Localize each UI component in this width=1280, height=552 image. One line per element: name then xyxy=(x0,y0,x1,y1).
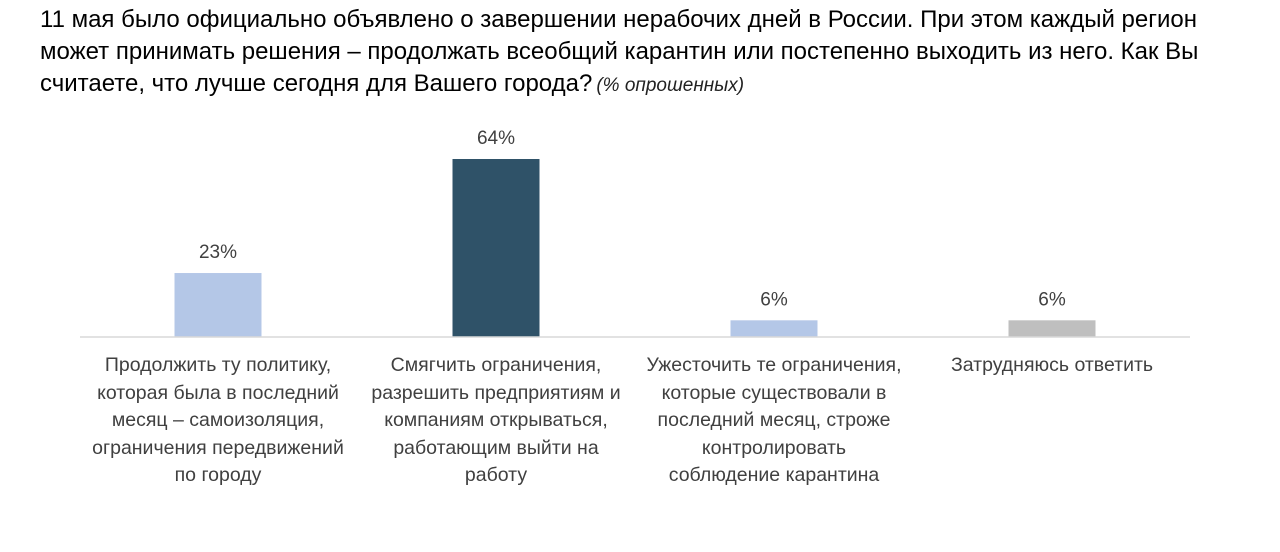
bar-2 xyxy=(452,159,540,337)
chart-title-text: 11 мая было официально объявлено о завер… xyxy=(40,6,1199,97)
category-label-4: Затрудняюсь ответить xyxy=(950,354,1154,376)
data-label-2: 64% xyxy=(477,128,515,149)
data-label-4: 6% xyxy=(1038,289,1066,310)
data-label-1: 23% xyxy=(199,242,237,263)
bar-3 xyxy=(730,320,818,337)
chart-title: 11 мая было официально объявлено о завер… xyxy=(40,4,1240,102)
category-label-2: Смягчить ограничения, разрешить предприя… xyxy=(371,354,621,486)
bar-4 xyxy=(1008,320,1096,337)
bar-1 xyxy=(174,273,262,337)
category-label-1: Продолжить ту политику, которая была в п… xyxy=(92,354,344,486)
chart-title-note: (% опрошенных) xyxy=(596,75,745,96)
category-label-3: Ужесточить те ограничения, которые сущес… xyxy=(646,354,902,486)
data-label-3: 6% xyxy=(760,289,788,310)
